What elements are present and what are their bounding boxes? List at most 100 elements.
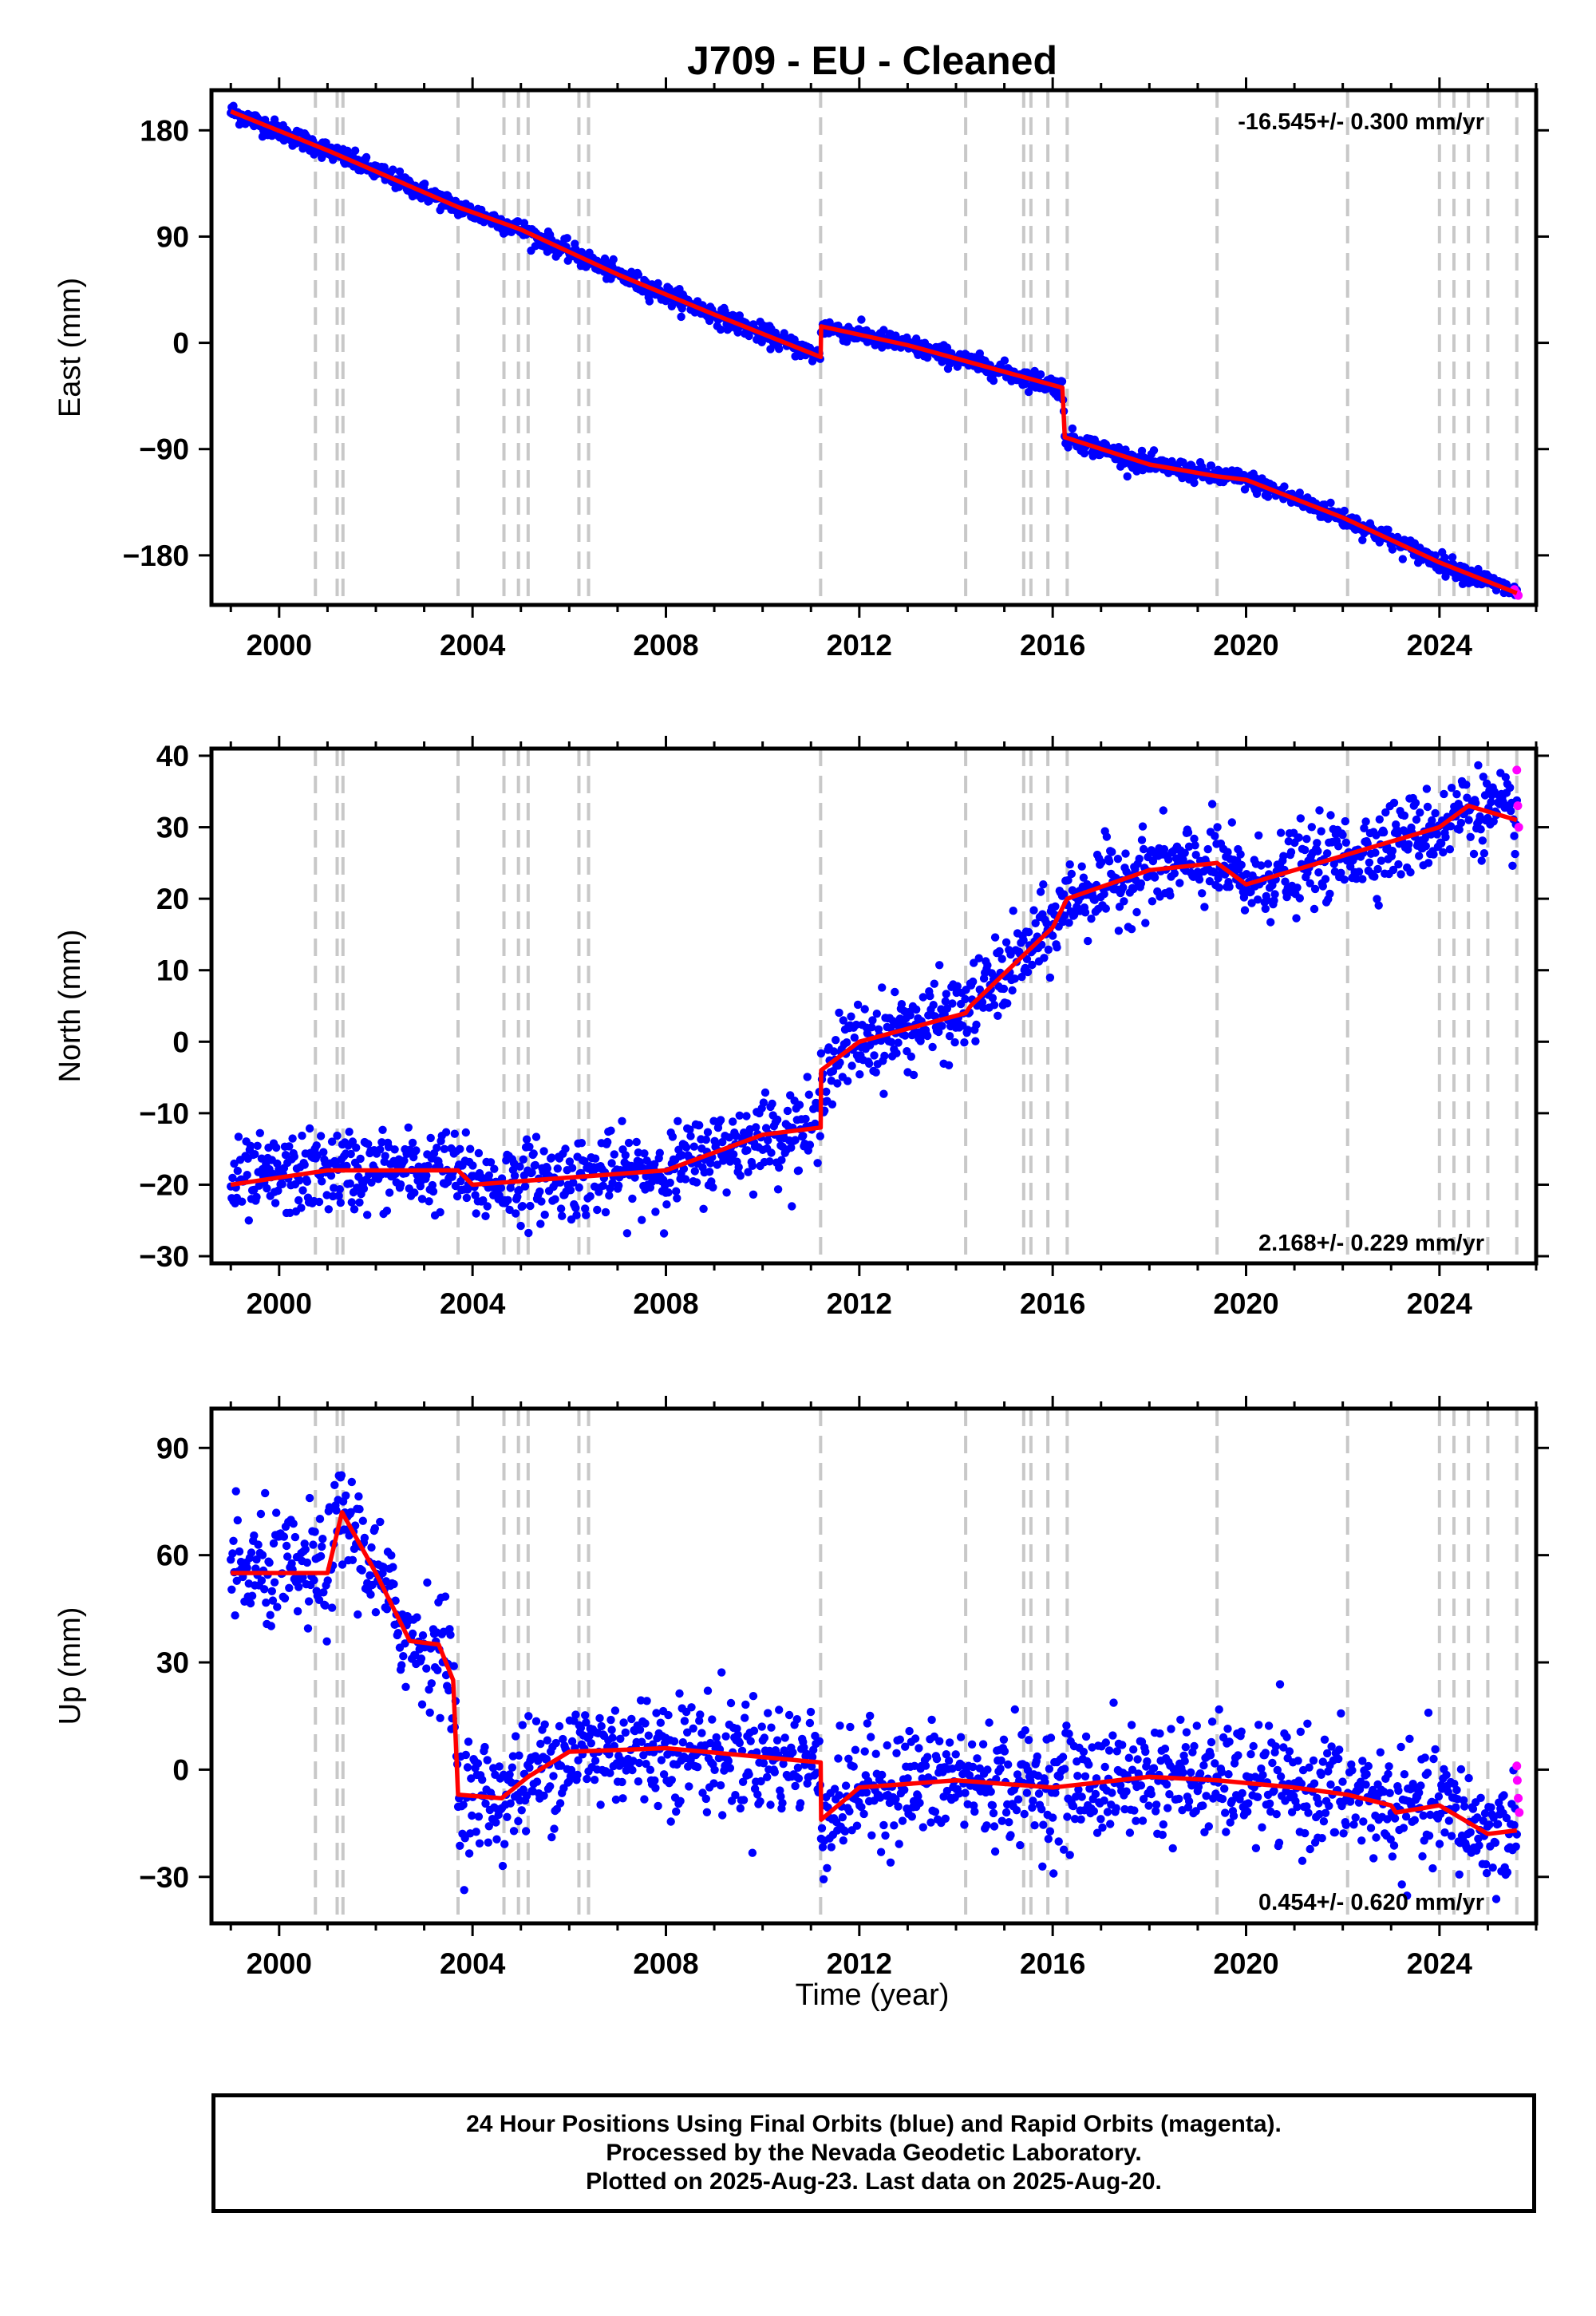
data-point (449, 1662, 458, 1670)
data-point (326, 1171, 336, 1180)
data-point (746, 1737, 755, 1745)
data-point (561, 1144, 570, 1153)
data-point (422, 1171, 431, 1180)
data-point (267, 1622, 275, 1630)
y-tick-label: 30 (156, 1646, 189, 1679)
data-point (878, 983, 887, 992)
data-point (1501, 773, 1511, 782)
data-point (1200, 1828, 1209, 1836)
data-point (1390, 1814, 1400, 1823)
data-point (1021, 1726, 1030, 1735)
data-point (1080, 449, 1089, 458)
data-point (1225, 883, 1234, 891)
data-point (1012, 1806, 1021, 1815)
data-point (539, 1791, 548, 1800)
data-point (319, 1148, 328, 1156)
data-point (1263, 492, 1273, 501)
data-point (868, 1016, 877, 1025)
data-point (444, 1686, 453, 1695)
data-point (1199, 1801, 1207, 1810)
data-point (547, 1832, 556, 1842)
data-point (1243, 1807, 1252, 1816)
data-point (836, 1721, 844, 1730)
data-point (1303, 1719, 1312, 1728)
data-point (1148, 897, 1157, 906)
data-point (397, 1661, 406, 1670)
data-point (1062, 1721, 1071, 1730)
panel-north: 2000 2004 2008 2012 2016 2020 2024−30−20−10010… (53, 736, 1549, 1320)
data-point (1479, 1816, 1488, 1825)
data-point (1044, 1835, 1053, 1844)
data-point (1023, 1765, 1033, 1775)
x-tick-label: 2016 (1020, 629, 1085, 662)
data-point (421, 180, 429, 188)
data-point (1394, 860, 1403, 869)
data-point (483, 1756, 492, 1765)
data-point (1063, 1812, 1072, 1821)
data-point (680, 1717, 689, 1725)
data-point (1297, 1779, 1306, 1788)
data-point (1023, 967, 1033, 977)
data-point (1295, 894, 1305, 903)
data-point (791, 1136, 800, 1144)
data-point (268, 1169, 278, 1179)
data-point (843, 1077, 852, 1085)
data-point (354, 1492, 363, 1501)
data-point (805, 1140, 815, 1149)
data-point (624, 1138, 634, 1148)
data-point (1249, 1741, 1258, 1751)
data-point (322, 1637, 331, 1646)
data-point (385, 1188, 394, 1197)
data-point (302, 1177, 312, 1186)
data-point (1200, 903, 1209, 911)
data-point (760, 1733, 769, 1742)
data-point (1446, 822, 1456, 831)
data-point (1109, 1698, 1118, 1707)
data-point (799, 1132, 808, 1140)
data-point (492, 1835, 501, 1844)
data-point (1397, 1880, 1406, 1889)
data-point (912, 334, 921, 343)
data-point (518, 1721, 527, 1729)
data-point (1389, 865, 1398, 875)
data-point (512, 1209, 520, 1218)
data-point (1357, 1836, 1366, 1845)
data-point (484, 1838, 492, 1847)
data-point (942, 1004, 952, 1013)
data-point (1346, 1797, 1355, 1806)
data-point (1005, 1818, 1013, 1827)
data-point (1325, 889, 1334, 899)
data-point (1276, 828, 1286, 837)
data-point (575, 1183, 583, 1192)
data-point (847, 1012, 855, 1021)
data-point (244, 1216, 253, 1225)
data-point (473, 1759, 483, 1768)
data-point (565, 1157, 575, 1166)
data-point (1358, 875, 1367, 883)
data-point (321, 1601, 330, 1610)
footer-line-1: 24 Hour Positions Using Final Orbits (bl… (466, 2111, 1282, 2137)
data-point (295, 1176, 304, 1185)
data-point (456, 1841, 464, 1850)
data-point (1348, 1766, 1357, 1775)
data-point (1257, 861, 1266, 870)
data-point (926, 991, 934, 1001)
data-point (932, 1754, 942, 1764)
data-point (540, 1210, 549, 1219)
data-point (918, 1823, 928, 1832)
data-point (361, 152, 371, 162)
data-point (1125, 1828, 1135, 1837)
data-point (1499, 1791, 1508, 1800)
data-point (1287, 1808, 1297, 1816)
data-point (678, 1151, 686, 1160)
x-tick-label: 2016 (1020, 1947, 1085, 1980)
data-point (503, 1812, 512, 1821)
data-point (1237, 1727, 1246, 1736)
data-point (989, 376, 998, 385)
data-point (371, 1608, 381, 1617)
data-point (725, 1764, 735, 1773)
data-point (651, 1207, 660, 1216)
data-point (1206, 1751, 1215, 1760)
data-point (618, 1794, 627, 1803)
data-point (1323, 849, 1332, 858)
